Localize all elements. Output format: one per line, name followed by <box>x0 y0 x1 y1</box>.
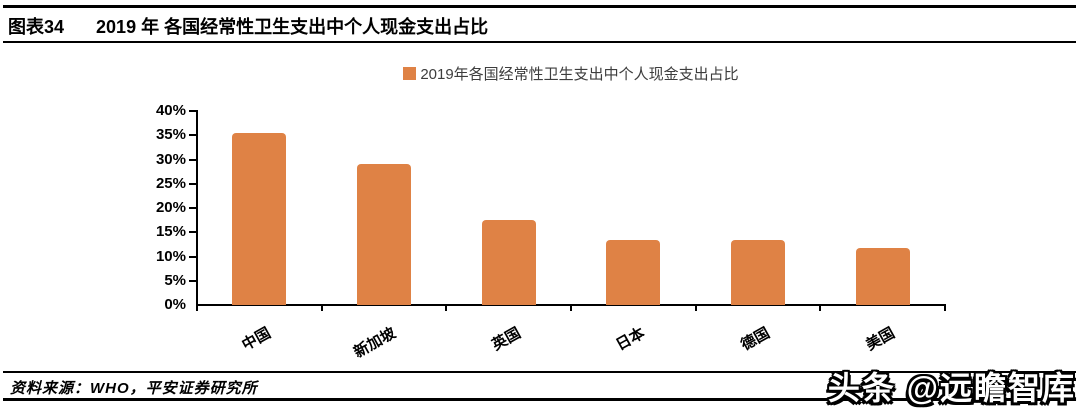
chart-bar <box>232 132 287 305</box>
chart-bar <box>357 164 411 305</box>
watermark: 头条 @远瞻智库 <box>827 370 1076 406</box>
figure-title: 2019 年 各国经常性卫生支出中个人现金支出占比 <box>96 17 489 37</box>
y-axis-tick-mark <box>189 207 196 209</box>
x-axis-tick-mark <box>445 306 448 311</box>
x-axis-tick-mark <box>320 306 323 311</box>
y-axis-tick-mark <box>189 255 196 258</box>
footer-rule-bottom <box>3 398 1076 401</box>
x-axis-tick-mark <box>196 306 198 311</box>
y-axis-tick-mark <box>189 158 196 161</box>
figure-title-row: 图表34 2019 年 各国经常性卫生支出中个人现金支出占比 <box>8 13 488 39</box>
y-axis-tick-label: 15% <box>155 223 186 241</box>
y-axis-tick-label: 5% <box>164 271 186 289</box>
y-axis-tick-label: 25% <box>155 174 186 192</box>
y-axis-tick-label: 10% <box>155 247 186 265</box>
y-axis-tick-mark <box>189 182 196 185</box>
y-axis-tick-label: 20% <box>155 199 186 216</box>
y-axis-tick-mark <box>189 279 196 282</box>
y-axis-tick-label: 40% <box>155 102 186 119</box>
chart-bar <box>606 240 661 305</box>
header-rule-top <box>3 5 1076 8</box>
chart-bar <box>481 220 536 305</box>
legend-swatch-icon <box>403 66 417 80</box>
x-axis-tick-mark <box>694 306 697 311</box>
x-axis-tick-mark <box>819 306 822 311</box>
figure-label: 图表34 <box>8 17 65 37</box>
y-axis-line <box>196 110 198 306</box>
x-axis-line <box>196 304 946 306</box>
y-axis-tick-label: 30% <box>155 150 186 168</box>
source-note: 资料来源：WHO，平安证券研究所 <box>10 380 258 397</box>
header-rule-bottom <box>3 41 1076 43</box>
y-axis-tick-label: 35% <box>155 126 186 144</box>
chart-bar <box>731 240 785 305</box>
x-axis-tick-mark <box>570 306 572 311</box>
footer-rule-top <box>3 371 1076 373</box>
chart-legend: 2019年各国经常性卫生支出中个人现金支出占比 <box>197 64 945 83</box>
y-axis-tick-mark <box>189 134 196 137</box>
y-axis-tick-label: 0% <box>164 296 186 313</box>
chart-bar <box>855 248 910 305</box>
legend-label: 2019年各国经常性卫生支出中个人现金支出占比 <box>420 65 739 83</box>
x-axis-tick-mark <box>944 306 946 311</box>
y-axis-tick-mark <box>189 231 196 234</box>
y-axis-tick-mark <box>189 110 196 112</box>
